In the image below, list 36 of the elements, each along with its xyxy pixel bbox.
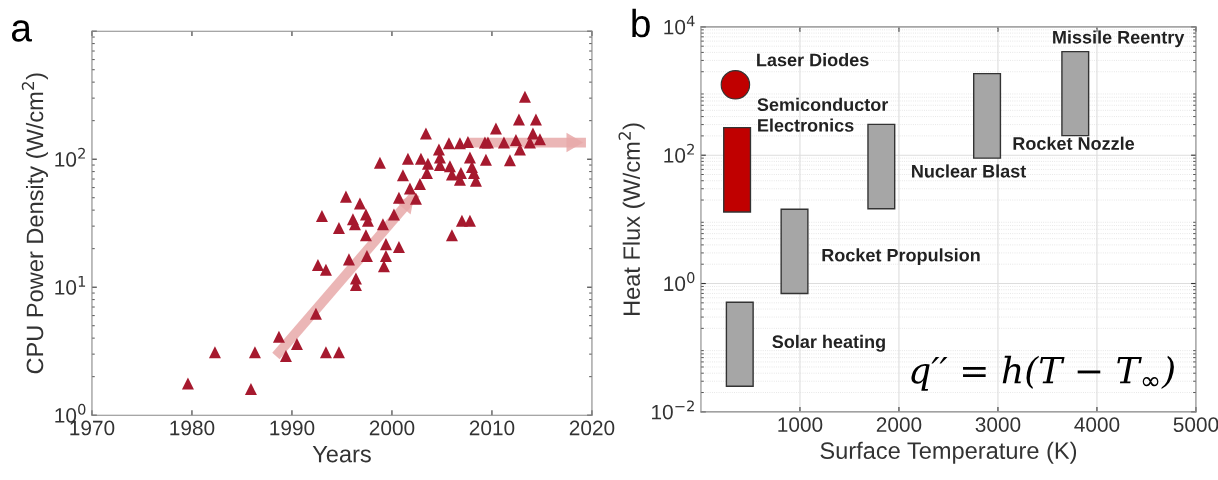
annotation: Rocket Propulsion [822, 248, 980, 266]
x-tick-label: 3000 [975, 417, 1021, 432]
x-tick-label: 2020 [569, 420, 615, 436]
annotation: q′′ = h(T − T$_{∞}$) [911, 355, 1174, 391]
bar [1061, 50, 1090, 137]
y-tick-label: 10$^{2}$ [664, 143, 694, 163]
x-tick-label: 1000 [778, 417, 823, 432]
y-tick-label: 10$^{−2}$ [652, 400, 694, 420]
y-axis-title: CPU Power Density (W/cm$^{2}$) [21, 73, 48, 374]
bar [723, 126, 752, 213]
y-tick-label: 10$^{4}$ [664, 15, 695, 35]
y-tick-label: 10$^{1}$ [55, 276, 86, 295]
y-tick-label: 10$^{2}$ [55, 147, 85, 167]
x-tick-label: 4000 [1074, 417, 1120, 432]
y-axis-title: Heat Flux (W/cm$^{2}$) [618, 123, 645, 316]
annotation: Nuclear Blast [912, 164, 1027, 178]
bar [973, 72, 1002, 159]
bar [725, 301, 754, 388]
x-tick-label: 5000 [1173, 417, 1218, 432]
annotation: Solar heating [772, 334, 885, 352]
x-tick-label: 1980 [170, 420, 215, 436]
bar [780, 208, 809, 295]
bar [867, 123, 896, 210]
x-tick-label: 2000 [369, 420, 415, 436]
annotation: Missile Reentry [1053, 30, 1185, 48]
chart-title: b [632, 8, 650, 38]
chart-title: a [11, 20, 32, 42]
x-tick-label: 2000 [876, 417, 922, 432]
annotation: Rocket Nozzle [1013, 136, 1135, 150]
x-tick-label: 2010 [469, 420, 515, 436]
annotation: Semiconductor Electronics [757, 97, 889, 132]
y-tick-label: 10$^{0}$ [664, 272, 695, 292]
x-axis-title: Years [312, 445, 371, 463]
annotation: Laser Diodes [757, 53, 869, 67]
x-axis-title: Surface Temperature (K) [820, 441, 1077, 464]
x-tick-label: 1990 [270, 420, 315, 436]
